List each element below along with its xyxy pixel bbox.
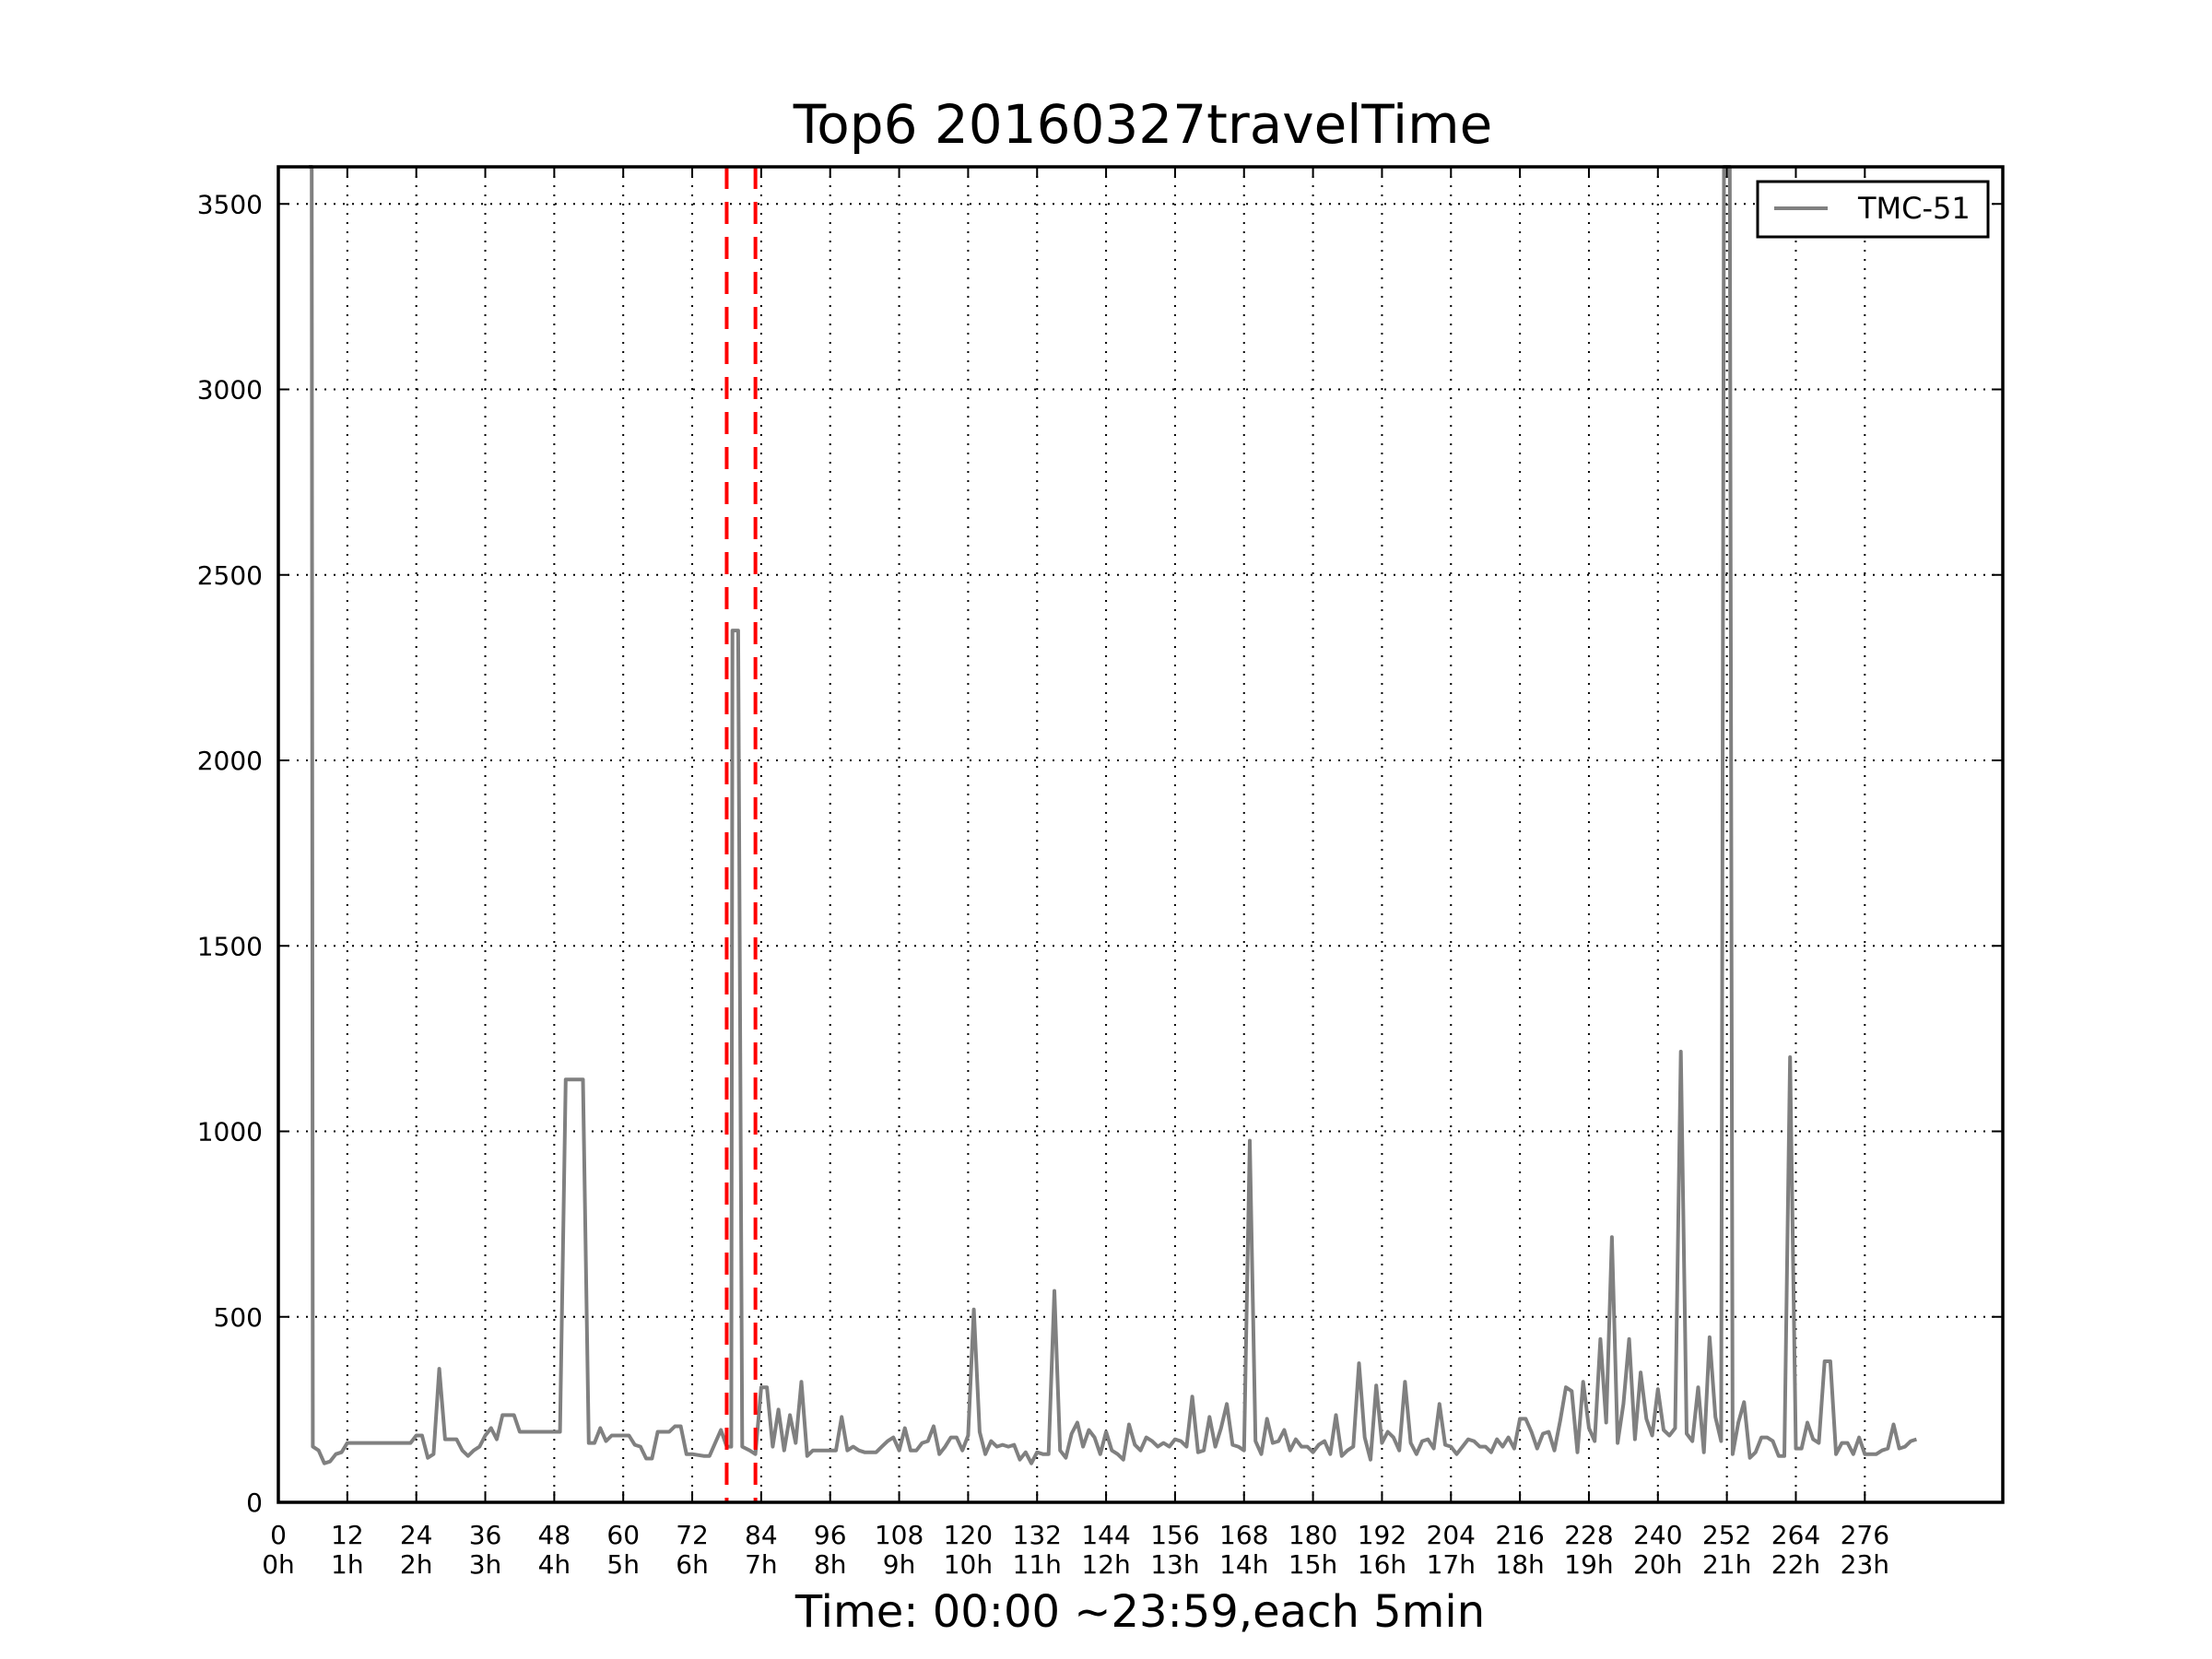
x-tick-hour-label: 9h xyxy=(883,1549,916,1580)
plot-frame xyxy=(276,165,2005,1504)
x-tick-hour-label: 21h xyxy=(1702,1549,1751,1580)
x-axis-label: Time: 00:00 ~23:59,each 5min xyxy=(794,1586,1485,1638)
x-tick-label: 192 xyxy=(1358,1520,1406,1550)
legend-label-tmc-51: TMC-51 xyxy=(1857,191,1971,226)
x-tick-label: 144 xyxy=(1081,1520,1130,1550)
x-tick-label: 120 xyxy=(944,1520,993,1550)
x-tick-label: 60 xyxy=(606,1520,640,1550)
legend: TMC-51 xyxy=(1756,180,1990,239)
x-tick-label: 12 xyxy=(331,1520,364,1550)
x-tick-label: 252 xyxy=(1702,1520,1751,1550)
y-tick-label: 2500 xyxy=(197,560,263,591)
x-tick-label: 156 xyxy=(1150,1520,1199,1550)
axis-ticks: 00h121h242h363h484h605h726h847h968h1089h… xyxy=(197,167,2003,1580)
x-tick-hour-label: 8h xyxy=(814,1549,847,1580)
y-tick-label: 1500 xyxy=(197,931,263,961)
series-line-tmc-51 xyxy=(309,165,1918,1465)
x-tick-label: 24 xyxy=(400,1520,433,1550)
x-tick-label: 84 xyxy=(745,1520,778,1550)
x-tick-label: 228 xyxy=(1564,1520,1613,1550)
x-tick-label: 72 xyxy=(676,1520,709,1550)
x-tick-label: 36 xyxy=(469,1520,502,1550)
x-tick-label: 264 xyxy=(1771,1520,1820,1550)
x-tick-hour-label: 7h xyxy=(745,1549,778,1580)
x-tick-hour-label: 14h xyxy=(1219,1549,1268,1580)
x-tick-hour-label: 20h xyxy=(1633,1549,1682,1580)
y-tick-label: 2000 xyxy=(197,746,263,776)
x-tick-hour-label: 15h xyxy=(1288,1549,1337,1580)
x-tick-hour-label: 19h xyxy=(1564,1549,1613,1580)
x-tick-hour-label: 16h xyxy=(1358,1549,1406,1580)
y-tick-label: 1000 xyxy=(197,1117,263,1147)
x-tick-label: 0 xyxy=(270,1520,287,1550)
x-tick-label: 216 xyxy=(1495,1520,1544,1550)
y-tick-label: 3500 xyxy=(197,189,263,219)
x-tick-hour-label: 17h xyxy=(1427,1549,1476,1580)
y-tick-label: 500 xyxy=(214,1302,263,1333)
x-tick-label: 132 xyxy=(1013,1520,1062,1550)
x-tick-hour-label: 23h xyxy=(1841,1549,1889,1580)
x-tick-label: 180 xyxy=(1288,1520,1337,1550)
x-tick-hour-label: 1h xyxy=(331,1549,364,1580)
series-layer xyxy=(309,165,1918,1465)
x-tick-label: 204 xyxy=(1427,1520,1476,1550)
y-tick-label: 0 xyxy=(246,1488,263,1518)
chart-title: Top6 20160327travelTime xyxy=(793,93,1493,156)
x-tick-label: 96 xyxy=(814,1520,847,1550)
x-tick-hour-label: 12h xyxy=(1081,1549,1130,1580)
reference-lines xyxy=(724,167,758,1502)
x-tick-label: 168 xyxy=(1219,1520,1268,1550)
x-tick-hour-label: 2h xyxy=(400,1549,433,1580)
x-tick-label: 48 xyxy=(538,1520,571,1550)
x-tick-hour-label: 6h xyxy=(676,1549,709,1580)
x-tick-hour-label: 11h xyxy=(1013,1549,1062,1580)
x-tick-label: 108 xyxy=(875,1520,924,1550)
x-tick-hour-label: 22h xyxy=(1771,1549,1820,1580)
grid-lines xyxy=(277,167,2003,1503)
x-tick-hour-label: 3h xyxy=(469,1549,502,1580)
x-tick-hour-label: 18h xyxy=(1495,1549,1544,1580)
x-tick-label: 276 xyxy=(1841,1520,1889,1550)
x-tick-hour-label: 0h xyxy=(262,1549,295,1580)
x-tick-hour-label: 10h xyxy=(944,1549,993,1580)
x-tick-hour-label: 4h xyxy=(538,1549,571,1580)
x-tick-hour-label: 5h xyxy=(606,1549,640,1580)
x-tick-hour-label: 13h xyxy=(1150,1549,1199,1580)
x-tick-label: 240 xyxy=(1633,1520,1682,1550)
y-tick-label: 3000 xyxy=(197,375,263,406)
